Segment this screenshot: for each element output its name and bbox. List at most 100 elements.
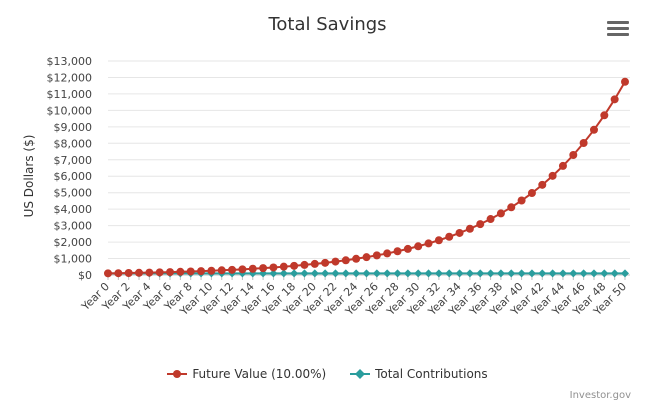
data-point-future-value <box>352 254 361 263</box>
data-point-total-contributions <box>279 269 288 278</box>
chart-plot: $0 $1,000 $2,000 $3,000 $4,000 $5,000 $6,000 $7… <box>22 55 630 319</box>
data-point-future-value <box>145 268 154 277</box>
legend-item-total-contributions[interactable]: Total Contributions <box>350 367 488 381</box>
data-point-total-contributions <box>445 269 454 278</box>
data-point-total-contributions <box>341 269 350 278</box>
data-point-total-contributions <box>393 269 402 278</box>
data-point-future-value <box>403 244 412 253</box>
data-point-future-value <box>517 196 526 205</box>
data-point-future-value <box>465 224 474 233</box>
data-point-total-contributions <box>300 269 309 278</box>
y-tick-label: $10,000 <box>47 104 93 117</box>
data-point-total-contributions <box>496 269 505 278</box>
data-point-total-contributions <box>579 269 588 278</box>
series-layer <box>104 77 629 278</box>
data-point-total-contributions <box>507 269 516 278</box>
data-point-future-value <box>589 125 598 134</box>
data-point-future-value <box>548 171 557 180</box>
legend-line-circle-icon <box>167 370 188 378</box>
data-point-future-value <box>155 268 164 277</box>
data-point-total-contributions <box>434 269 443 278</box>
data-point-future-value <box>610 95 619 104</box>
y-tick-label: $8,000 <box>54 137 93 150</box>
data-point-future-value <box>476 220 485 229</box>
y-tick-label: $1,000 <box>54 253 93 266</box>
data-point-total-contributions <box>310 269 319 278</box>
data-point-future-value <box>228 265 237 274</box>
data-point-future-value <box>217 266 226 275</box>
data-point-total-contributions <box>465 269 474 278</box>
data-point-future-value <box>166 268 175 277</box>
data-point-total-contributions <box>548 269 557 278</box>
data-point-total-contributions <box>621 269 629 278</box>
hamburger-menu-icon[interactable] <box>607 21 629 39</box>
y-tick-label: $0 <box>78 269 92 282</box>
data-point-total-contributions <box>527 269 536 278</box>
data-point-future-value <box>321 258 330 267</box>
data-point-future-value <box>393 247 402 256</box>
y-tick-label: $9,000 <box>54 121 93 134</box>
y-axis: $0 $1,000 $2,000 $3,000 $4,000 $5,000 $6,000 $7… <box>47 55 93 282</box>
legend: Future Value (10.00%) Total Contribution… <box>0 367 655 383</box>
y-axis-label: US Dollars ($) <box>22 135 36 218</box>
data-point-future-value <box>527 189 536 198</box>
data-point-future-value <box>279 262 288 271</box>
data-point-total-contributions <box>610 269 619 278</box>
data-point-total-contributions <box>403 269 412 278</box>
data-point-total-contributions <box>321 269 330 278</box>
y-tick-label: $6,000 <box>54 170 93 183</box>
menu-bar-3 <box>607 33 629 36</box>
data-point-future-value <box>135 268 144 277</box>
data-point-total-contributions <box>558 269 567 278</box>
data-point-total-contributions <box>569 269 578 278</box>
data-point-future-value <box>186 267 195 276</box>
y-tick-label: $4,000 <box>54 203 93 216</box>
data-point-total-contributions <box>372 269 381 278</box>
data-point-total-contributions <box>269 269 278 278</box>
data-point-future-value <box>207 266 216 275</box>
data-point-future-value <box>331 257 340 266</box>
menu-bar-1 <box>607 21 629 24</box>
data-point-total-contributions <box>424 269 433 278</box>
chart-title: Total Savings <box>268 14 387 35</box>
y-tick-label: $7,000 <box>54 154 93 167</box>
data-point-future-value <box>300 260 309 269</box>
legend-line-diamond-icon <box>350 369 371 379</box>
data-point-total-contributions <box>538 269 547 278</box>
y-tick-label: $13,000 <box>47 55 93 68</box>
data-point-future-value <box>104 269 112 278</box>
data-point-future-value <box>383 249 392 258</box>
data-point-future-value <box>579 139 588 148</box>
data-point-future-value <box>600 111 609 120</box>
data-point-future-value <box>372 251 381 260</box>
data-point-total-contributions <box>486 269 495 278</box>
data-point-total-contributions <box>600 269 609 278</box>
data-point-future-value <box>496 209 505 218</box>
data-point-future-value <box>434 236 443 245</box>
data-point-total-contributions <box>290 269 299 278</box>
y-tick-label: $11,000 <box>47 88 93 101</box>
data-point-future-value <box>569 151 578 160</box>
credit-link[interactable]: Investor.gov <box>569 390 631 401</box>
data-point-future-value <box>197 267 206 276</box>
legend-label-total-contributions: Total Contributions <box>375 367 488 381</box>
data-point-total-contributions <box>476 269 485 278</box>
legend-label-future-value: Future Value (10.00%) <box>192 367 327 381</box>
data-point-future-value <box>445 232 454 241</box>
grid-lines <box>108 60 630 276</box>
data-point-future-value <box>341 256 350 265</box>
data-point-future-value <box>621 77 629 86</box>
data-point-total-contributions <box>589 269 598 278</box>
data-point-future-value <box>176 267 185 276</box>
data-point-future-value <box>124 269 133 278</box>
data-point-total-contributions <box>414 269 423 278</box>
y-tick-label: $12,000 <box>47 71 93 84</box>
data-point-future-value <box>362 253 371 262</box>
data-point-future-value <box>238 265 247 274</box>
legend-item-future-value[interactable]: Future Value (10.00%) <box>167 367 326 381</box>
data-point-future-value <box>507 203 516 212</box>
data-point-total-contributions <box>352 269 361 278</box>
y-tick-label: $3,000 <box>54 220 93 233</box>
data-point-future-value <box>424 239 433 248</box>
